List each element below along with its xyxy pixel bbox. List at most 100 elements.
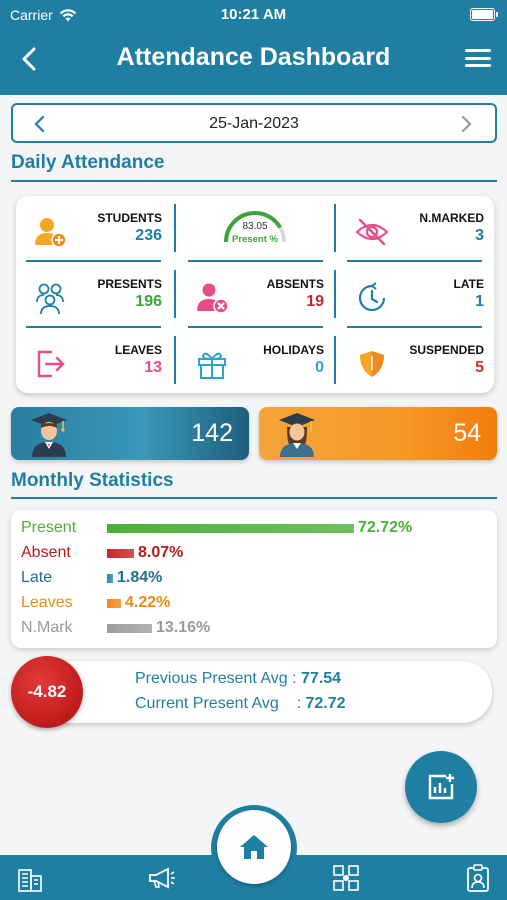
previous-date-button[interactable]	[25, 110, 53, 138]
not-marked-cell[interactable]: N.MARKED 3	[340, 198, 490, 258]
gauge-value: 83.05	[242, 221, 268, 232]
holidays-cell[interactable]: HOLIDAYS 0	[180, 330, 330, 390]
current-average-label: Current Present Avg	[135, 695, 279, 712]
id-card-icon	[467, 864, 489, 892]
stat-percent: 4.22%	[125, 594, 171, 611]
presents-value: 196	[135, 293, 162, 310]
male-graduate-icon	[31, 413, 67, 457]
monthly-row-late: Late 1.84%	[21, 566, 491, 588]
monthly-row-absent: Absent 8.07%	[21, 541, 491, 563]
leaves-value: 13	[144, 359, 162, 376]
gift-icon	[198, 352, 226, 379]
stat-percent: 72.72%	[358, 519, 413, 536]
divider	[174, 204, 176, 252]
clock-icon	[358, 282, 386, 312]
divider	[334, 336, 336, 384]
nav-bar: Attendance Dashboard	[0, 38, 507, 82]
presents-label: PRESENTS	[97, 277, 162, 291]
stat-label: N.Mark	[21, 619, 73, 636]
exit-icon	[37, 350, 65, 378]
previous-average-value: 77.54	[301, 670, 342, 687]
chevron-left-icon	[22, 47, 36, 71]
current-average-value: 72.72	[305, 695, 346, 712]
stat-label: Absent	[21, 544, 71, 561]
stat-percent: 1.84%	[117, 569, 163, 586]
remove-user-icon	[197, 283, 229, 314]
home-icon	[240, 835, 268, 859]
separator: :	[283, 695, 306, 712]
back-button[interactable]	[14, 44, 44, 74]
nav-id-card-button[interactable]	[462, 862, 494, 894]
students-cell[interactable]: STUDENTS 236	[18, 198, 168, 258]
divider	[26, 260, 161, 262]
monthly-statistics-title: Monthly Statistics	[11, 470, 174, 491]
previous-average-label: Previous Present Avg	[135, 670, 288, 687]
divider	[334, 270, 336, 318]
stat-label: Late	[21, 569, 53, 586]
stat-bar	[107, 524, 354, 533]
stat-label: Present	[21, 519, 77, 536]
students-value: 236	[135, 227, 162, 244]
divider	[334, 204, 336, 252]
nav-buildings-button[interactable]	[14, 862, 46, 894]
leaves-label: LEAVES	[114, 343, 162, 357]
stat-bar	[107, 574, 113, 583]
nav-announcements-button[interactable]	[146, 862, 178, 894]
suspended-cell[interactable]: SUSPENDED 5	[340, 330, 490, 390]
network-users-icon	[333, 865, 359, 891]
holidays-value: 0	[315, 359, 324, 376]
nav-network-button[interactable]	[330, 862, 362, 894]
chevron-left-icon	[34, 115, 45, 133]
megaphone-icon	[149, 867, 175, 889]
chevron-right-icon	[461, 115, 472, 133]
monthly-row-leaves: Leaves 4.22%	[21, 591, 491, 613]
stat-bar	[107, 549, 134, 558]
divider	[174, 336, 176, 384]
divider	[347, 326, 482, 328]
average-difference-badge: -4.82	[11, 656, 83, 728]
divider	[347, 260, 482, 262]
stat-percent: 13.16%	[156, 619, 211, 636]
selected-date[interactable]: 25-Jan-2023	[209, 115, 299, 132]
battery-icon	[470, 8, 498, 21]
holidays-label: HOLIDAYS	[263, 343, 324, 357]
late-value: 1	[475, 293, 484, 310]
app-header: Carrier 10:21 AM Attendance Dashboard	[0, 0, 507, 95]
building-icon	[18, 869, 42, 892]
average-comparison-card: Previous Present Avg : 77.54 Current Pre…	[30, 661, 492, 723]
add-report-button[interactable]	[405, 751, 477, 823]
divider	[188, 326, 323, 328]
suspended-label: SUSPENDED	[409, 343, 484, 357]
divider	[26, 326, 161, 328]
divider	[174, 270, 176, 318]
stat-bar	[107, 624, 152, 633]
stat-label: Leaves	[21, 594, 73, 611]
section-divider	[11, 180, 497, 182]
female-count-bar[interactable]: 54	[259, 407, 497, 460]
separator: :	[292, 670, 302, 687]
add-chart-icon	[428, 774, 454, 800]
absents-cell[interactable]: ABSENTS 19	[180, 264, 330, 324]
current-average: Current Present Avg : 72.72	[135, 695, 346, 713]
menu-icon-line	[465, 56, 491, 60]
next-date-button[interactable]	[453, 110, 481, 138]
divider	[188, 260, 323, 262]
menu-icon-line	[465, 64, 491, 67]
home-button[interactable]	[217, 810, 291, 884]
absents-label: ABSENTS	[266, 277, 324, 291]
late-cell[interactable]: LATE 1	[340, 264, 490, 324]
leaves-cell[interactable]: LEAVES 13	[18, 330, 168, 390]
page-title: Attendance Dashboard	[116, 43, 391, 71]
presents-cell[interactable]: PRESENTS 196	[18, 264, 168, 324]
menu-icon-line	[465, 49, 491, 52]
monthly-row-not-marked: N.Mark 13.16%	[21, 616, 491, 638]
suspended-value: 5	[475, 359, 484, 376]
group-icon	[36, 283, 64, 315]
male-count-value: 142	[191, 419, 233, 447]
students-label: STUDENTS	[97, 211, 162, 225]
gauge-label: Present %	[232, 234, 278, 245]
menu-button[interactable]	[465, 46, 491, 70]
female-count-value: 54	[453, 419, 481, 447]
status-time: 10:21 AM	[220, 6, 287, 23]
male-count-bar[interactable]: 142	[11, 407, 249, 460]
